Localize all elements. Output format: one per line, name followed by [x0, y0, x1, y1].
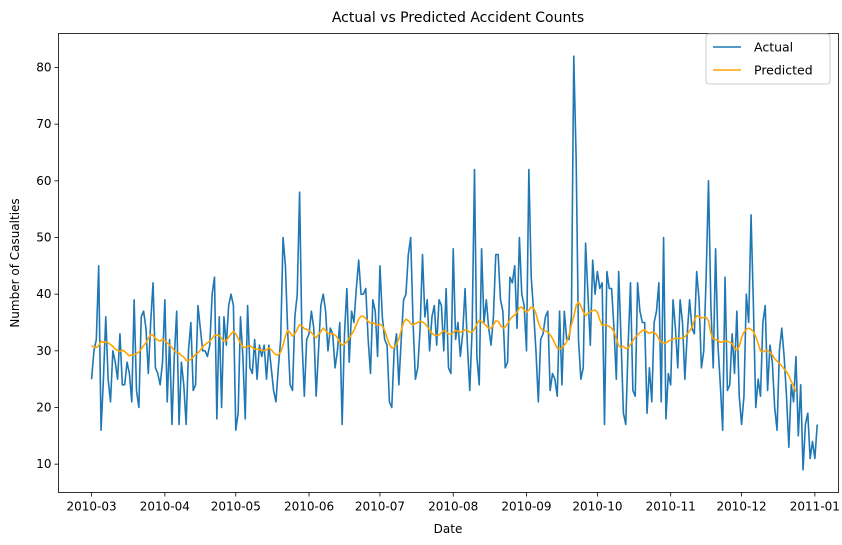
- plot-lines: [90, 55, 819, 471]
- y-axis: 10 20 30 40 50 60 70 80: [36, 61, 59, 471]
- x-axis-label: Date: [434, 522, 463, 536]
- x-tick-label: 2011-01: [790, 500, 840, 514]
- y-axis-label: Number of Casualties: [8, 198, 22, 327]
- y-tick-label: 30: [36, 344, 51, 358]
- x-tick-label: 2010-12: [717, 500, 767, 514]
- x-tick-label: 2010-07: [355, 500, 405, 514]
- x-tick-label: 2010-10: [572, 500, 622, 514]
- x-tick-label: 2010-05: [211, 500, 261, 514]
- y-tick-label: 40: [36, 287, 51, 301]
- x-tick-label: 2010-11: [646, 500, 696, 514]
- y-tick-label: 80: [36, 61, 51, 75]
- x-tick-label: 2010-08: [428, 500, 478, 514]
- y-tick-label: 20: [36, 401, 51, 415]
- plot-frame: [58, 33, 839, 493]
- y-tick-label: 70: [36, 117, 51, 131]
- chart-title: Actual vs Predicted Accident Counts: [332, 10, 584, 26]
- legend: Actual Predicted: [705, 33, 831, 85]
- legend-label-predicted: Predicted: [754, 63, 813, 78]
- y-tick-label: 10: [36, 457, 51, 471]
- x-tick-label: 2010-06: [284, 500, 334, 514]
- y-tick-label: 60: [36, 174, 51, 188]
- series-line-actual: [90, 55, 819, 471]
- x-tick-label: 2010-09: [501, 500, 551, 514]
- x-tick-label: 2010-04: [140, 500, 190, 514]
- x-axis: 2010-03 2010-04 2010-05 2010-06 2010-07 2010-…: [67, 492, 840, 514]
- y-tick-label: 50: [36, 231, 51, 245]
- series-line-predicted: [91, 301, 797, 392]
- x-tick-label: 2010-03: [67, 500, 117, 514]
- legend-label-actual: Actual: [754, 40, 793, 55]
